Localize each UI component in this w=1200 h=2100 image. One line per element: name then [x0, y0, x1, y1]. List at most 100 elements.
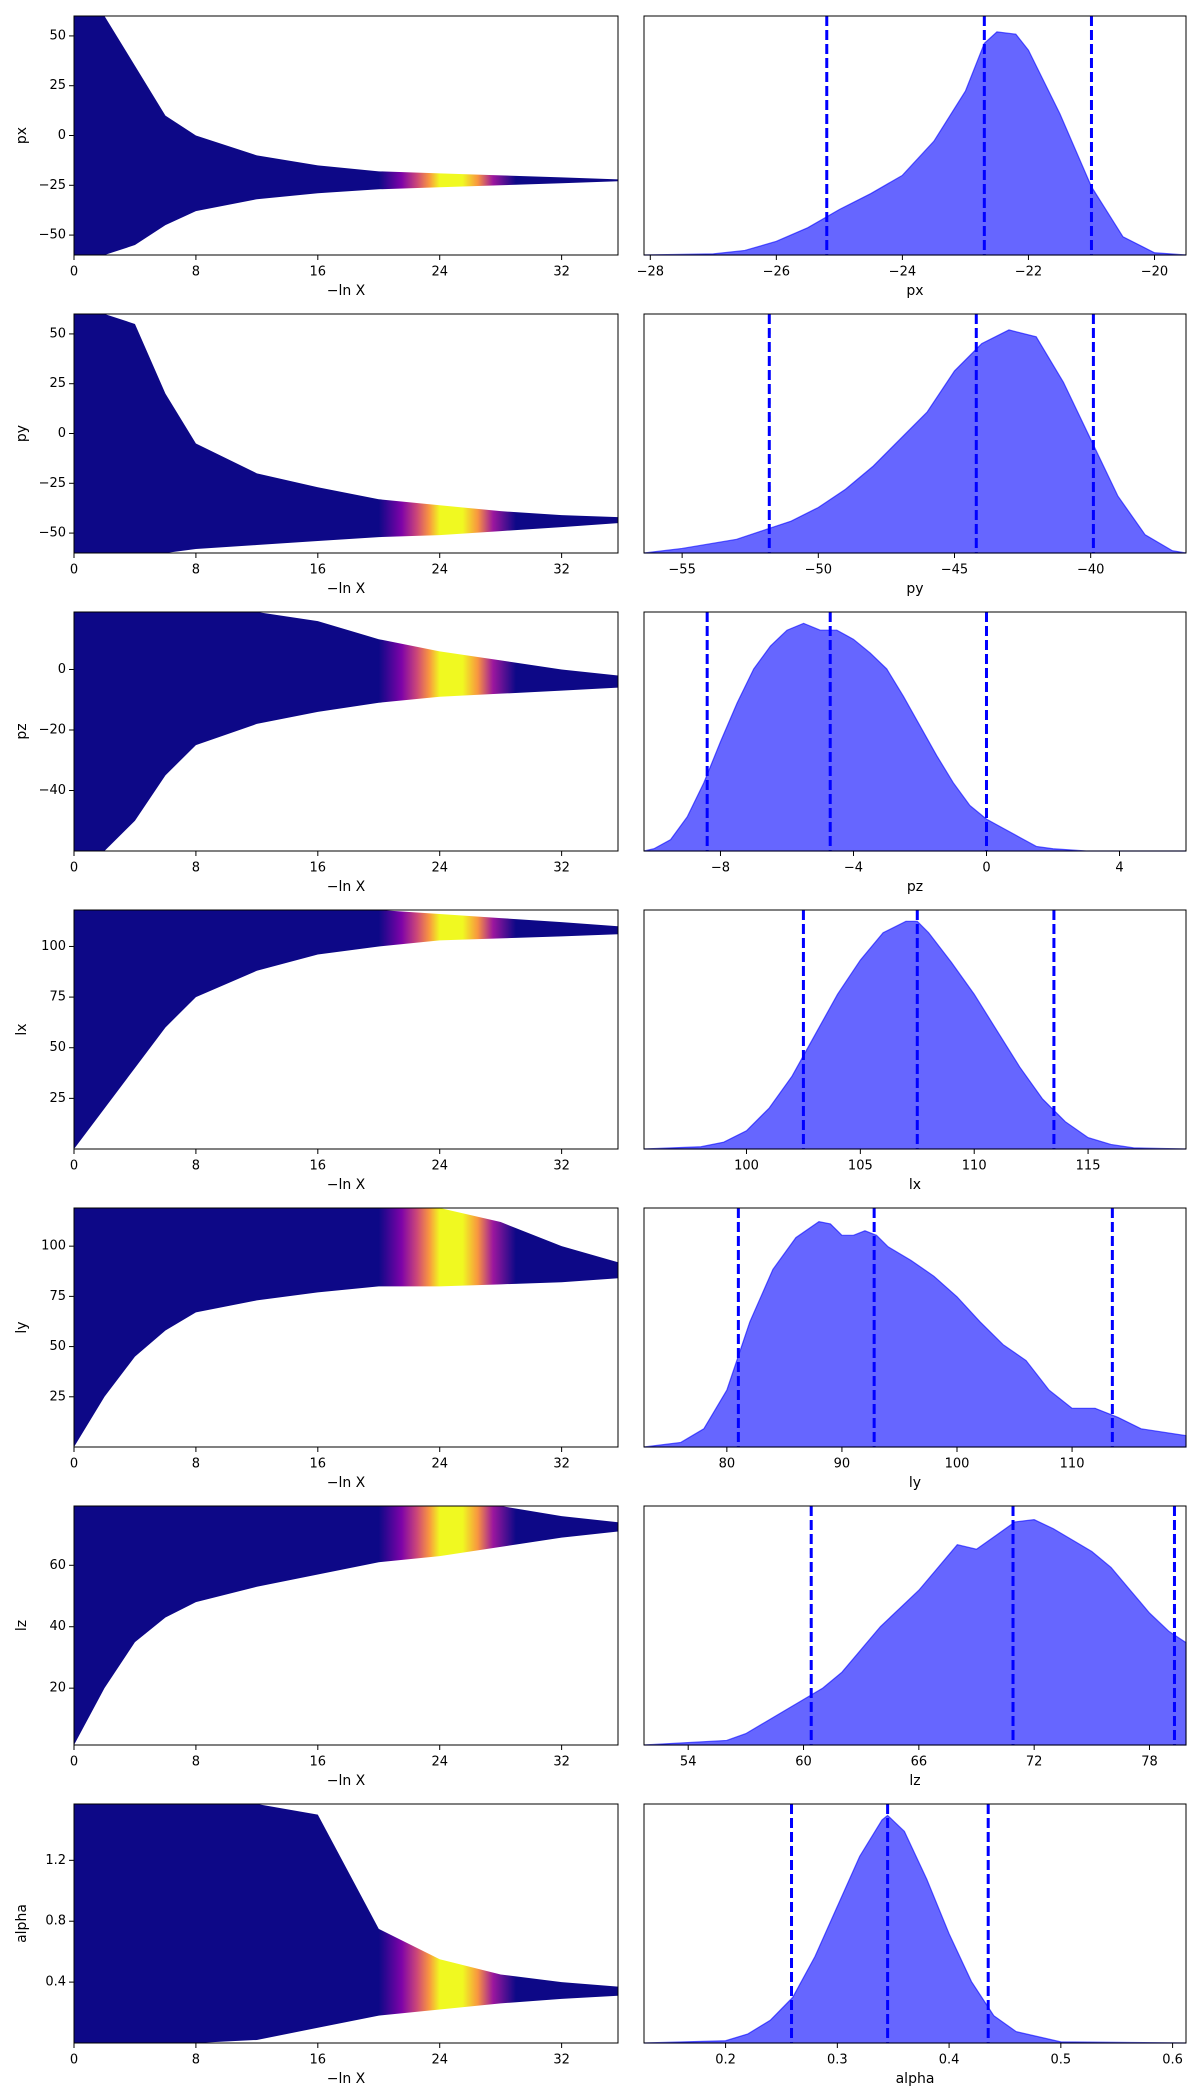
x-tick-label: −45 [941, 563, 968, 578]
x-tick-label: 0 [70, 1755, 78, 1770]
x-tick-label: 78 [1141, 1755, 1158, 1770]
x-axis-label: −ln X [327, 2071, 366, 2087]
y-tick-label: 50 [49, 1339, 66, 1354]
posterior-density [643, 1814, 1187, 2044]
x-tick-label: 72 [1026, 1755, 1043, 1770]
y-tick-label: 20 [49, 1681, 66, 1696]
y-tick-label: 0 [58, 128, 66, 143]
y-tick-label: −25 [39, 476, 66, 491]
y-tick-label: 0 [58, 426, 66, 441]
x-tick-label: −8 [711, 861, 730, 876]
x-tick-label: 90 [834, 1457, 851, 1472]
x-tick-label: 100 [734, 1159, 759, 1174]
y-tick-label: 100 [41, 939, 66, 954]
posterior-density [643, 31, 1187, 256]
x-tick-label: −26 [763, 265, 790, 280]
x-tick-label: 8 [192, 563, 200, 578]
y-tick-label: 75 [49, 1289, 66, 1304]
y-tick-label: −50 [39, 228, 66, 243]
y-tick-label: 0.8 [45, 1914, 66, 1929]
y-tick-label: 50 [49, 1040, 66, 1055]
x-tick-label: 115 [1076, 1159, 1101, 1174]
y-tick-label: −50 [39, 526, 66, 541]
x-tick-label: 24 [431, 861, 448, 876]
x-tick-label: 66 [911, 1755, 928, 1770]
x-tick-label: −50 [805, 563, 832, 578]
axes-frame [73, 611, 619, 852]
x-tick-label: 110 [1060, 1457, 1085, 1472]
posterior-density [643, 329, 1187, 554]
axes-frame [73, 909, 619, 1150]
axes-frame [643, 313, 1187, 554]
x-tick-label: 16 [310, 1755, 327, 1770]
x-axis-label: lz [909, 1773, 920, 1789]
x-tick-label: 24 [431, 563, 448, 578]
sample-envelope [74, 910, 618, 1149]
x-tick-label: 24 [431, 1755, 448, 1770]
x-tick-label: 0 [70, 1159, 78, 1174]
x-tick-label: 16 [310, 1159, 327, 1174]
x-tick-label: −4 [844, 861, 863, 876]
x-tick-label: 110 [962, 1159, 987, 1174]
x-axis-label: px [906, 283, 923, 299]
sample-envelope [74, 1506, 618, 1745]
x-axis-label: lx [909, 1177, 921, 1193]
x-axis-label: −ln X [327, 581, 366, 597]
x-tick-label: 0.5 [1050, 2053, 1071, 2068]
x-tick-label: 0 [70, 2053, 78, 2068]
axes-frame [643, 1207, 1187, 1448]
posterior-density [643, 920, 1187, 1150]
y-tick-label: 25 [49, 78, 66, 93]
axes-frame [643, 15, 1187, 256]
x-axis-label: −ln X [327, 1773, 366, 1789]
x-tick-label: 32 [553, 861, 570, 876]
sample-envelope [74, 612, 618, 851]
x-tick-label: 54 [680, 1755, 697, 1770]
x-tick-label: 24 [431, 2053, 448, 2068]
y-tick-label: 1.2 [45, 1853, 66, 1868]
posterior-density [643, 1519, 1187, 1746]
x-tick-label: 16 [310, 265, 327, 280]
x-tick-label: 0.2 [715, 2053, 736, 2068]
x-tick-label: −40 [1077, 563, 1104, 578]
x-tick-label: 16 [310, 563, 327, 578]
x-axis-label: pz [907, 879, 923, 895]
x-tick-label: 105 [848, 1159, 873, 1174]
y-tick-label: 50 [49, 28, 66, 43]
x-tick-label: 0 [70, 265, 78, 280]
y-axis-label: lz [14, 1620, 30, 1631]
x-tick-label: 24 [431, 1457, 448, 1472]
x-tick-label: 0.4 [939, 2053, 960, 2068]
x-tick-label: 32 [553, 1457, 570, 1472]
y-tick-label: 0.4 [45, 1975, 66, 1990]
y-tick-label: 0 [58, 662, 66, 677]
x-tick-label: 24 [431, 1159, 448, 1174]
y-axis-label: pz [14, 723, 30, 739]
y-tick-label: −20 [39, 722, 66, 737]
sample-envelope [74, 1804, 618, 2043]
x-tick-label: 32 [553, 1159, 570, 1174]
axes-frame [73, 1803, 619, 2044]
y-tick-label: 25 [49, 1389, 66, 1404]
posterior-density [643, 622, 1186, 852]
axes-frame [643, 1505, 1187, 1746]
x-axis-label: py [906, 581, 923, 597]
axes-frame [643, 909, 1187, 1150]
x-tick-label: 16 [310, 2053, 327, 2068]
x-tick-label: 0 [982, 861, 990, 876]
x-tick-label: 60 [795, 1755, 812, 1770]
x-tick-label: 4 [1115, 861, 1123, 876]
sample-envelope [74, 1208, 618, 1447]
axes-frame [73, 1207, 619, 1448]
x-tick-label: −24 [889, 265, 916, 280]
x-tick-label: 8 [192, 1755, 200, 1770]
y-axis-label: ly [14, 1321, 30, 1333]
x-tick-label: −22 [1015, 265, 1042, 280]
x-tick-label: 0 [70, 1457, 78, 1472]
x-tick-label: 0 [70, 861, 78, 876]
y-axis-label: px [14, 127, 30, 144]
x-tick-label: 32 [553, 1755, 570, 1770]
posterior-density [643, 1221, 1187, 1448]
x-tick-label: 8 [192, 2053, 200, 2068]
